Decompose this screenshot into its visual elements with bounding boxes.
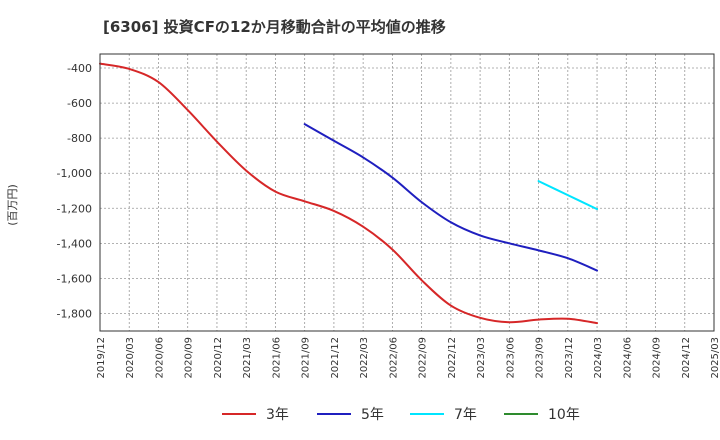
x-tick-label: 2024/12 bbox=[681, 337, 692, 379]
x-tick-label: 2020/12 bbox=[213, 337, 224, 379]
plot-area-border bbox=[99, 53, 715, 332]
x-tick-label: 2021/03 bbox=[242, 337, 253, 379]
legend-label: 7年 bbox=[454, 407, 477, 423]
x-tick-label: 2023/12 bbox=[564, 337, 575, 379]
x-tick-label: 2021/06 bbox=[271, 337, 282, 379]
y-tick-label: -600 bbox=[67, 97, 92, 110]
legend-label: 10年 bbox=[548, 407, 580, 423]
legend: 3年 5年 7年 10年 bbox=[222, 407, 580, 423]
x-tick-label: 2023/09 bbox=[535, 337, 546, 379]
x-tick-label: 2023/03 bbox=[476, 337, 487, 379]
x-tick-label: 2024/03 bbox=[593, 337, 604, 379]
y-tick-label: -800 bbox=[67, 132, 92, 145]
y-tick-label: -1,600 bbox=[57, 272, 92, 285]
x-tick-label: 2022/03 bbox=[359, 337, 370, 379]
legend-label: 5年 bbox=[361, 407, 384, 423]
y-tick-label: -1,000 bbox=[57, 167, 92, 180]
legend-label: 3年 bbox=[266, 407, 289, 423]
x-tick-label: 2023/06 bbox=[505, 337, 516, 379]
y-tick-label: -1,200 bbox=[57, 202, 92, 215]
series-lines bbox=[99, 62, 599, 325]
chart-title: [6306] 投資CFの12か月移動合計の平均値の推移 bbox=[103, 18, 446, 36]
x-tick-label: 2019/12 bbox=[96, 337, 107, 379]
x-tick-label: 2022/12 bbox=[447, 337, 458, 379]
series-line-1 bbox=[303, 123, 599, 272]
x-axis-ticks: 2019/12 2020/03 2020/06 2020/09 2020/12 2021/… bbox=[96, 337, 720, 379]
series-line-2 bbox=[537, 180, 599, 211]
x-tick-label: 2025/03 bbox=[710, 337, 720, 379]
x-tick-label: 2024/09 bbox=[652, 337, 663, 379]
y-tick-label: -1,800 bbox=[57, 307, 92, 320]
series-line-0 bbox=[99, 62, 599, 325]
x-tick-label: 2020/03 bbox=[125, 337, 136, 379]
x-tick-label: 2022/09 bbox=[418, 337, 429, 379]
x-tick-label: 2020/06 bbox=[154, 337, 165, 379]
y-axis-ticks: -400 -600 -800 -1,000 -1,200 -1,400 -1,600 -1,8… bbox=[57, 62, 92, 320]
x-tick-label: 2021/09 bbox=[301, 337, 312, 379]
x-tick-label: 2022/06 bbox=[388, 337, 399, 379]
y-tick-label: -1,400 bbox=[57, 237, 92, 250]
grid-lines bbox=[100, 54, 714, 331]
y-tick-label: -400 bbox=[67, 62, 92, 75]
x-tick-label: 2021/12 bbox=[330, 337, 341, 379]
x-tick-label: 2024/06 bbox=[622, 337, 633, 379]
y-axis-label: (百万円) bbox=[6, 184, 19, 226]
x-tick-label: 2020/09 bbox=[184, 337, 195, 379]
